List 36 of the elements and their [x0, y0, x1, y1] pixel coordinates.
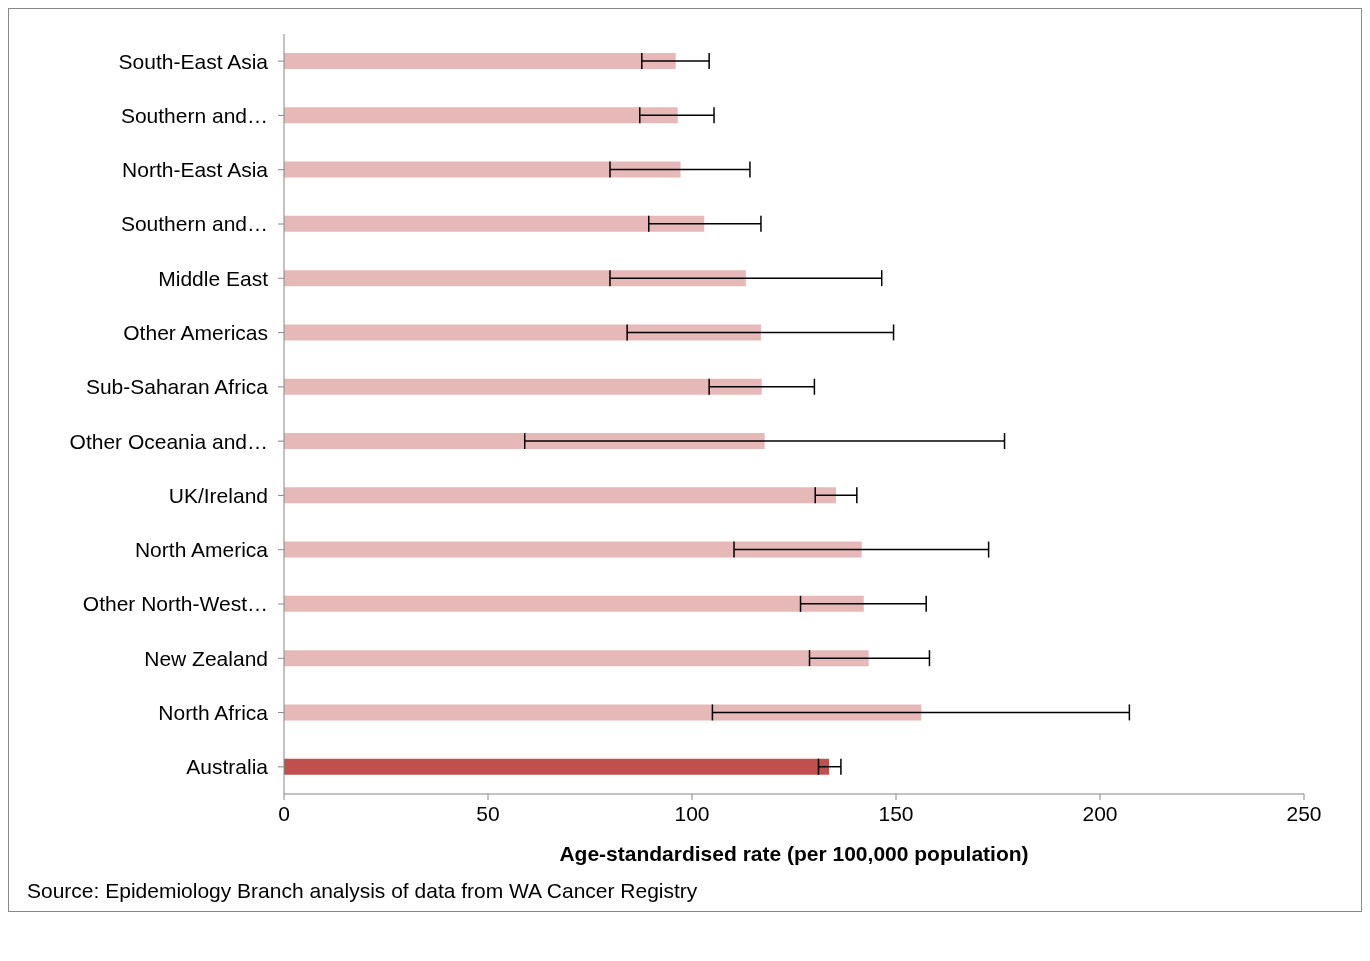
y-tick-label: Other Oceania and… — [69, 429, 268, 453]
y-tick-label: North America — [134, 538, 269, 562]
y-tick-label: South-East Asia — [118, 49, 269, 73]
bar — [284, 324, 761, 341]
bar — [284, 758, 830, 775]
y-tick-label: Southern and… — [120, 103, 268, 127]
x-tick-label: 100 — [674, 801, 710, 825]
y-tick-label: Middle East — [158, 266, 269, 290]
y-tick-label: Southern and… — [120, 212, 268, 236]
bar — [284, 53, 676, 69]
y-tick-label: North Africa — [158, 701, 269, 725]
x-tick-label: 50 — [476, 801, 500, 825]
x-axis-title: Age-standardised rate (per 100,000 population) — [559, 842, 1029, 865]
bar — [284, 378, 762, 395]
y-tick-label: Other North-West… — [82, 592, 268, 616]
bar — [284, 161, 681, 178]
bar — [284, 270, 746, 287]
x-tick-label: 200 — [1082, 801, 1118, 825]
y-tick-label: Other Americas — [123, 321, 268, 345]
bar — [284, 487, 837, 504]
y-tick-label: Sub-Saharan Africa — [85, 375, 269, 399]
bar — [284, 650, 869, 667]
source-note: Source: Epidemiology Branch analysis of data from WA Cancer Registry — [26, 879, 699, 904]
bar — [284, 433, 765, 449]
y-tick-label: Australia — [186, 755, 269, 779]
x-tick-label: 250 — [1286, 801, 1322, 825]
bar — [284, 595, 864, 612]
bar — [284, 541, 862, 558]
y-tick-label: UK/Ireland — [168, 483, 268, 507]
x-tick-label: 150 — [878, 801, 914, 825]
y-tick-label: New Zealand — [144, 646, 268, 670]
y-tick-label: North-East Asia — [122, 158, 269, 182]
bar — [284, 704, 922, 721]
bar — [284, 107, 678, 124]
x-tick-label: 0 — [278, 801, 290, 825]
bar — [284, 215, 705, 232]
